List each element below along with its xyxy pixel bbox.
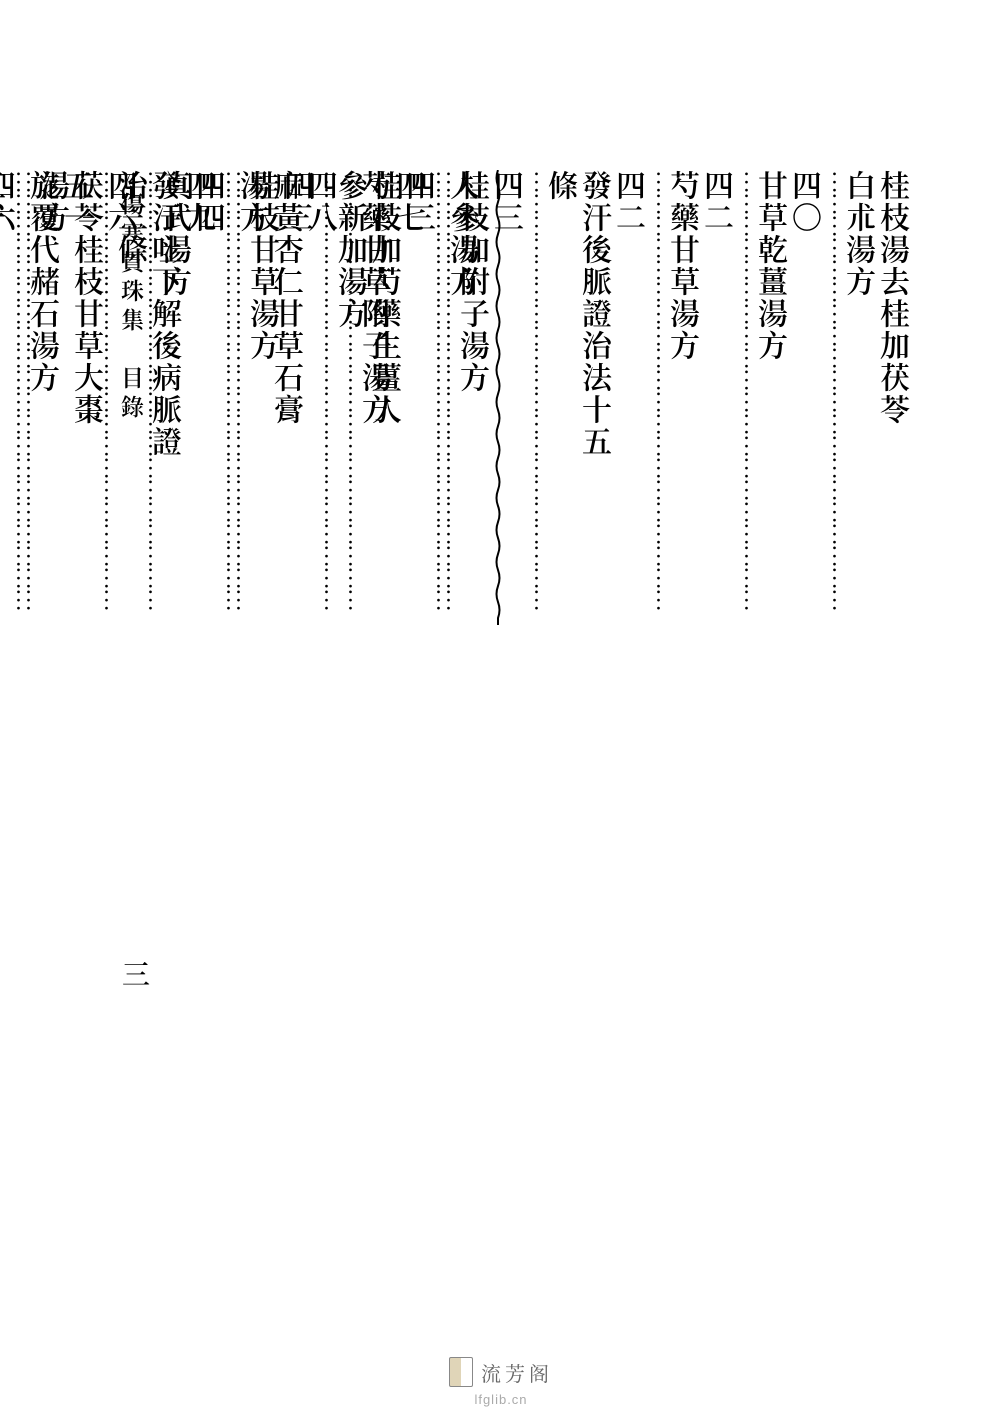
footer-brand: 流芳阁 (481, 1358, 553, 1387)
toc-entry: 發汗後脈證治法十五 (582, 170, 612, 625)
toc-entry-column: 桂枝湯去桂加茯苓 (880, 170, 910, 625)
toc-entry-label: 桂枝湯去桂加茯苓 (880, 170, 910, 625)
footer: 流芳阁 (0, 1357, 1002, 1387)
toc-entry-label: 白朮湯方 (846, 170, 876, 625)
toc-entry-page: 四三 (406, 170, 436, 625)
dot-leader: …………………………………………………… (524, 170, 548, 625)
toc-entry-column: 甘草乾薑湯方……………………………………………………四二 (704, 170, 788, 625)
toc-entry: 條……………………………………………………四三 (494, 170, 578, 625)
running-title: 傷寒貫珠集 目錄 (116, 192, 149, 424)
toc-entry-column: 芍藥甘草湯方……………………………………………………四二 (616, 170, 700, 625)
toc-entry-column: 白朮湯方……………………………………………………四〇 (792, 170, 876, 625)
toc-entry-label: 甘草乾薑湯方 (758, 170, 788, 625)
toc-entry: 芍藥甘草湯方……………………………………………………四二 (616, 170, 700, 625)
toc-entry-column: 桂枝加附子湯方……………………………………………………四三 (406, 170, 490, 625)
toc-entry: 桂枝湯去桂加茯苓 (880, 170, 910, 625)
toc-entry-label: 芍藥甘草湯方 (670, 170, 700, 625)
toc-entry: 桂枝加附子湯方……………………………………………………四三 (406, 170, 490, 625)
toc-entry-column: 參新加湯方……………………………………………………四三 (284, 170, 368, 625)
toc-entry-label: 桂枝加附子湯方 (460, 170, 490, 625)
toc-entry: 桂枝加芍藥生薑人 (372, 170, 402, 625)
dot-leader: …………………………………………………… (226, 170, 250, 625)
dot-leader: …………………………………………………… (436, 170, 460, 625)
toc-entry-column: 發汗後脈證治法十五 (582, 170, 612, 625)
toc-entry-page: 四二 (704, 170, 734, 625)
toc-entry-label: 真武湯方 (162, 170, 192, 625)
toc-entry-label: 茯苓桂枝甘草大棗 (74, 170, 104, 625)
toc-entry-column: 條……………………………………………………四三 (494, 170, 578, 625)
toc-entry: 參新加湯方……………………………………………………四三 (284, 170, 368, 625)
dot-leader: …………………………………………………… (822, 170, 846, 625)
dot-leader: …………………………………………………… (734, 170, 758, 625)
footer-url: lfglib.cn (0, 1392, 1002, 1407)
toc-entry-column: 桂枝加芍藥生薑人 (372, 170, 402, 625)
book-icon (449, 1357, 473, 1387)
toc-entry-label: 條 (548, 170, 578, 625)
toc-entry: 桂枝甘草湯方……………………………………………………四四 (196, 170, 280, 625)
toc-right-column: 桂枝湯去桂加茯苓白朮湯方……………………………………………………四〇甘草乾薑湯方… (480, 170, 910, 1220)
toc-entry-label: 參新加湯方 (338, 170, 368, 625)
toc-entry: 茯苓桂枝甘草大棗 (74, 170, 104, 625)
toc-entry-page: 四〇 (792, 170, 822, 625)
dot-leader: …………………………………………………… (16, 170, 40, 625)
toc-entry-label: 發汗後脈證治法十五 (582, 170, 612, 625)
toc-entry-page: 四二 (616, 170, 646, 625)
toc-entry-label: 湯方 (40, 170, 70, 625)
toc-entry-page: 四六 (0, 170, 16, 625)
toc-content: 桂枝湯去桂加茯苓白朮湯方……………………………………………………四〇甘草乾薑湯方… (100, 170, 910, 1220)
toc-entry-column: 桂枝甘草湯方……………………………………………………四四 (196, 170, 280, 625)
toc-entry: 甘草乾薑湯方……………………………………………………四二 (704, 170, 788, 625)
toc-entry-label: 桂枝甘草湯方 (250, 170, 280, 625)
toc-entry-column: 湯方……………………………………………………四六 (0, 170, 70, 625)
column-divider (495, 170, 498, 625)
toc-entry: 湯方……………………………………………………四六 (0, 170, 70, 625)
toc-entry-page: 四三 (284, 170, 314, 625)
toc-entry: 白朮湯方……………………………………………………四〇 (792, 170, 876, 625)
toc-entry-column: 茯苓桂枝甘草大棗 (74, 170, 104, 625)
dot-leader: …………………………………………………… (646, 170, 670, 625)
page: 桂枝湯去桂加茯苓白朮湯方……………………………………………………四〇甘草乾薑湯方… (0, 0, 1002, 1417)
toc-entry-page: 四四 (196, 170, 226, 625)
dot-leader: …………………………………………………… (314, 170, 338, 625)
page-number: 三 (116, 960, 156, 988)
toc-entry-label: 桂枝加芍藥生薑人 (372, 170, 402, 625)
